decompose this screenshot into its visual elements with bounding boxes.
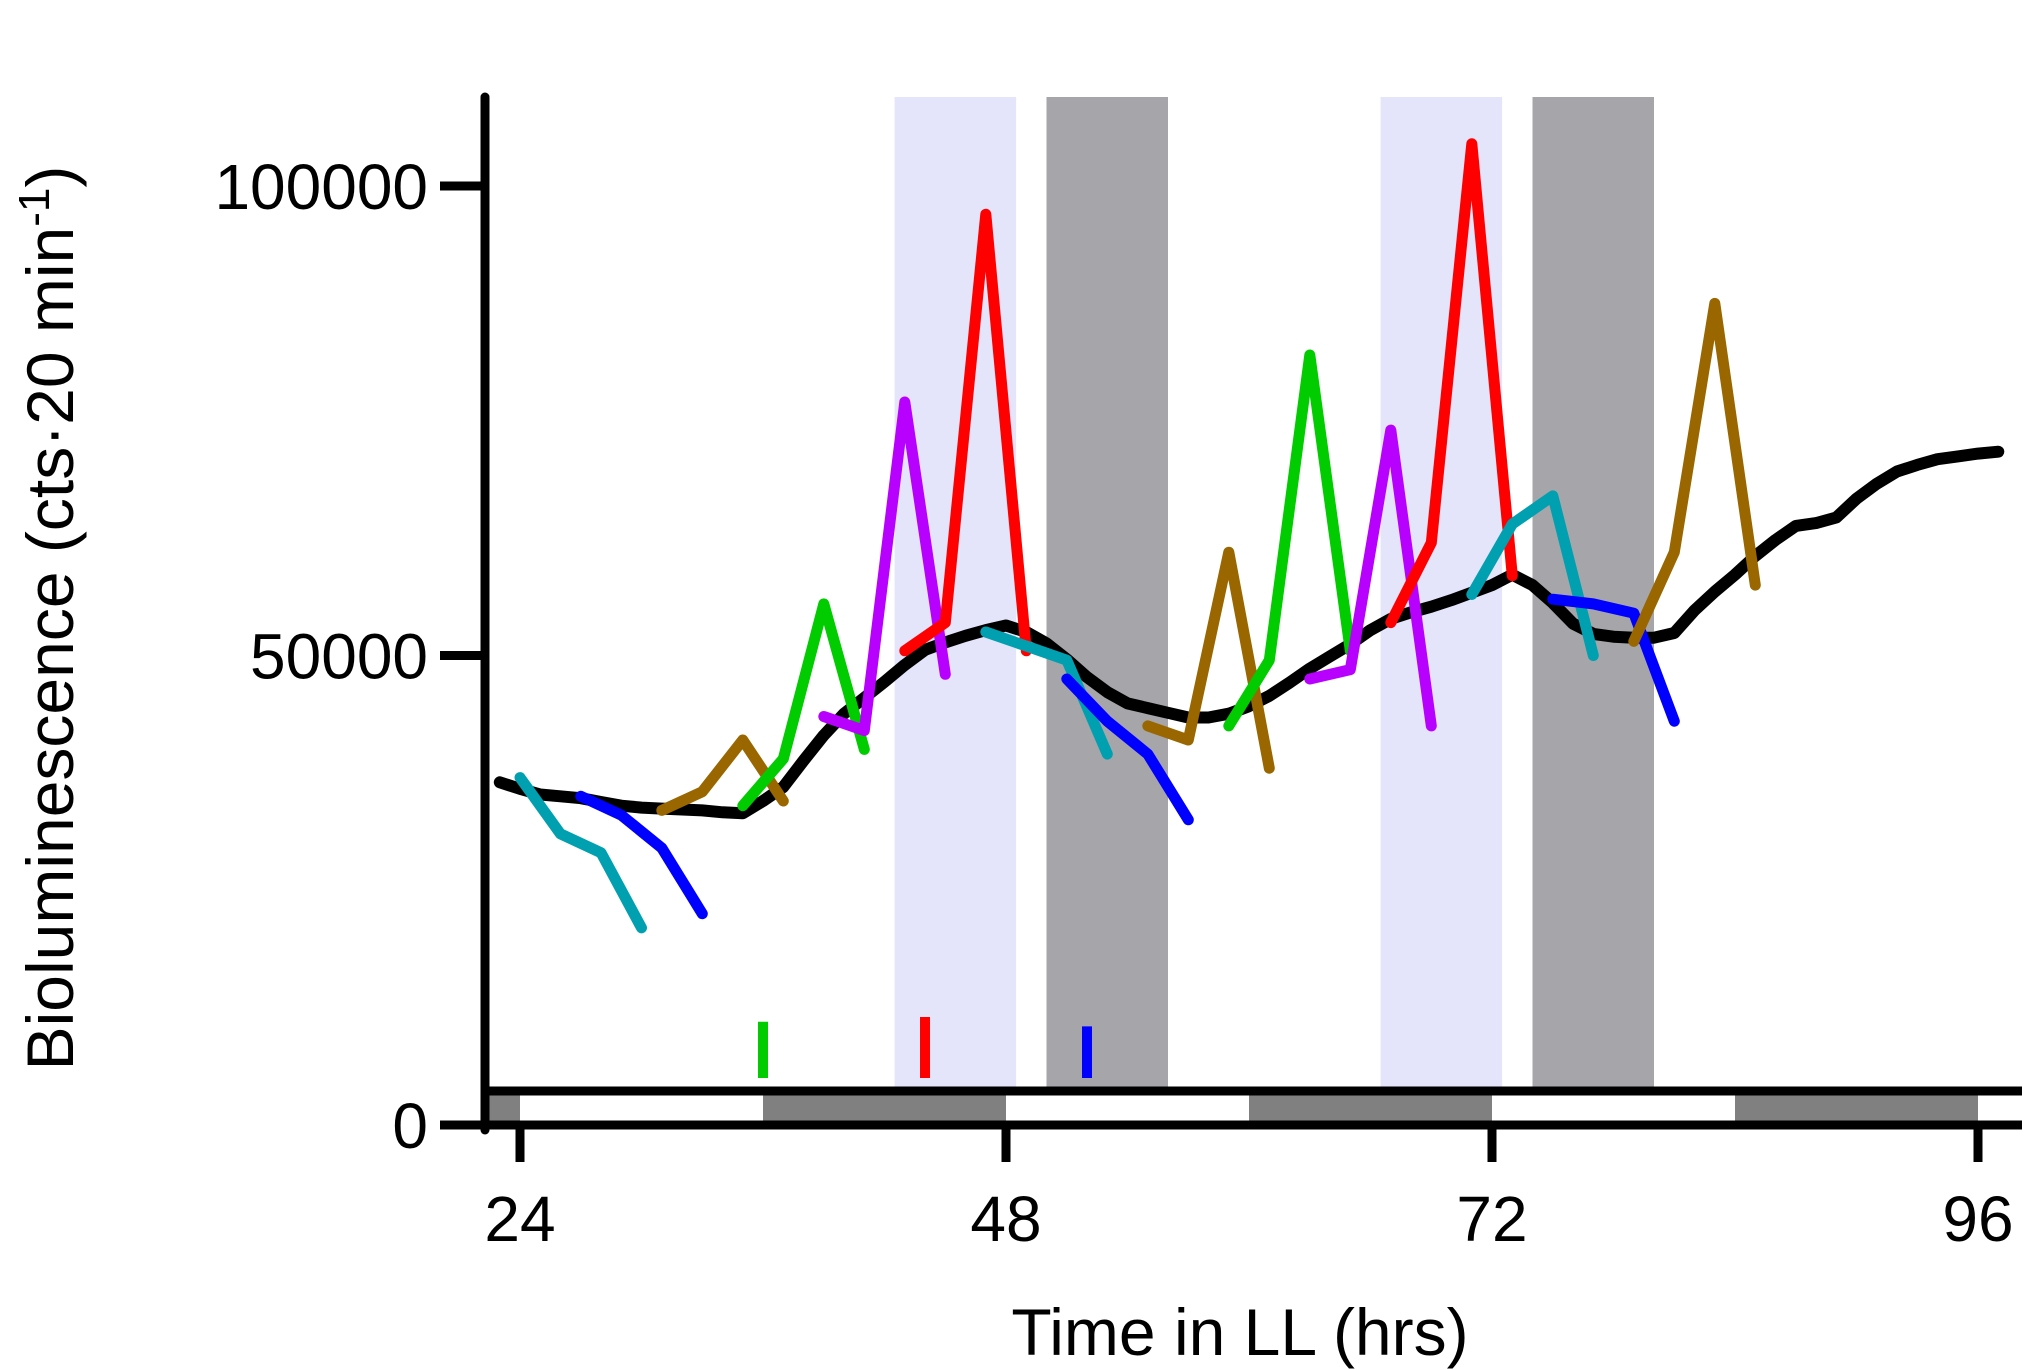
series-line-2 bbox=[575, 790, 708, 920]
shaded-band-1 bbox=[894, 97, 1017, 1091]
y-tick-label-3: 100000 bbox=[214, 151, 428, 223]
series-line-13 bbox=[1466, 490, 1599, 661]
series-line-4 bbox=[737, 598, 870, 812]
x-tick-label-2: 48 bbox=[970, 1183, 1041, 1255]
y-axis-title-close: ) bbox=[13, 166, 87, 188]
x-tick-label-1: 24 bbox=[484, 1183, 555, 1255]
series-lines bbox=[493, 138, 2005, 934]
axes bbox=[440, 92, 2022, 1135]
shaded-band-2 bbox=[1046, 97, 1168, 1091]
y-axis-title-superscript: -1 bbox=[10, 188, 59, 227]
y-tick-label-1: 0 bbox=[392, 1090, 428, 1162]
dark-phase-block-2 bbox=[763, 1091, 1006, 1125]
x-axis-title: Time in LL (hrs) bbox=[1011, 1295, 1468, 1369]
series-line-1 bbox=[514, 772, 647, 934]
series-line-5 bbox=[818, 396, 951, 737]
series-line-9 bbox=[1142, 546, 1275, 774]
dark-phase-block-1 bbox=[483, 1091, 520, 1125]
dark-phase-block-3 bbox=[1249, 1091, 1492, 1125]
series-line-14 bbox=[1547, 593, 1680, 727]
series-line-3 bbox=[656, 734, 789, 816]
series-line-6 bbox=[899, 208, 1032, 657]
axis-ticks: 0 50000 100000 24 48 72 96 bbox=[214, 151, 2013, 1255]
series-line-15 bbox=[1628, 297, 1761, 647]
x-tick-label-4: 96 bbox=[1942, 1183, 2013, 1255]
series-line-8 bbox=[1061, 673, 1194, 826]
event-markers bbox=[758, 1017, 1092, 1079]
y-tick-label-2: 50000 bbox=[250, 621, 428, 693]
series-line-10 bbox=[1223, 349, 1356, 732]
x-tick-label-3: 72 bbox=[1456, 1183, 1527, 1255]
day-night-bar bbox=[483, 1091, 1978, 1125]
y-axis-title: Bioluminescence (cts·20 min-1) bbox=[10, 166, 88, 1071]
dark-phase-block-4 bbox=[1735, 1091, 1978, 1125]
y-axis-title-main: Bioluminescence (cts·20 min bbox=[13, 227, 87, 1071]
series-line-12 bbox=[1385, 138, 1518, 629]
